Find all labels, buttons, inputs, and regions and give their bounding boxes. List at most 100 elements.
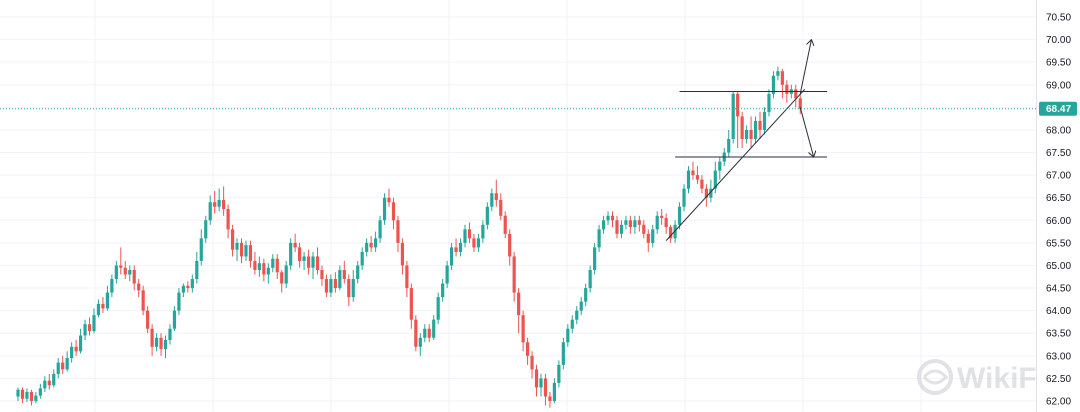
candle (753, 116, 758, 144)
candle (29, 389, 34, 406)
candle (137, 279, 141, 298)
candle (262, 258, 266, 282)
candle (177, 288, 181, 316)
candle-body (338, 269, 342, 289)
candle (445, 260, 449, 289)
candle (695, 166, 700, 185)
candle (441, 279, 445, 302)
candle-body (512, 256, 516, 293)
candle (382, 193, 387, 225)
candle (168, 324, 172, 345)
candle-body (709, 188, 713, 198)
candle-body (132, 269, 136, 284)
candle-body (409, 288, 413, 320)
candle-body (65, 358, 69, 370)
candle (476, 233, 481, 252)
candle-body (695, 175, 700, 180)
arrow-line[interactable] (799, 107, 813, 157)
candle-body (360, 251, 364, 266)
candle (423, 324, 427, 343)
candle (351, 269, 355, 302)
candle-body (47, 380, 51, 386)
candle-body (677, 206, 682, 225)
current-price-label: 68.47 (1046, 104, 1071, 115)
candle (396, 215, 400, 252)
candle-body (302, 256, 306, 261)
candle (195, 251, 199, 284)
candle-body (499, 199, 503, 216)
candle-body (588, 269, 592, 289)
candle (727, 129, 731, 158)
candle (128, 265, 132, 282)
candle (628, 215, 632, 234)
candle-body (293, 242, 297, 248)
candle (700, 175, 704, 194)
candle (467, 222, 472, 243)
candle-body (382, 197, 387, 221)
candle-body (753, 120, 758, 139)
candle-body (561, 342, 565, 365)
candle-body (423, 328, 427, 338)
candle (74, 340, 78, 356)
candle-body (257, 263, 261, 270)
candle (597, 224, 601, 252)
candle-body (110, 279, 114, 293)
candle (186, 281, 190, 293)
candle (378, 215, 382, 243)
candle (713, 161, 717, 194)
candle-body (463, 229, 467, 243)
candle (391, 197, 396, 230)
candle (306, 249, 311, 275)
candle-body (727, 138, 731, 153)
candle (293, 233, 297, 252)
candle-body (266, 267, 270, 275)
candle-body (92, 315, 96, 331)
candle (646, 229, 650, 252)
candle-body (615, 220, 619, 234)
candle (691, 161, 695, 180)
candle-body (481, 224, 485, 239)
candle (767, 89, 771, 117)
price-axis-bg[interactable] (1036, 0, 1080, 412)
candle-body (682, 188, 686, 207)
candle (736, 91, 740, 149)
arrow-line[interactable] (799, 40, 811, 94)
drawings-layer (665, 40, 828, 241)
candle (517, 288, 521, 334)
candle-body (141, 290, 145, 311)
candle (244, 240, 248, 261)
candle (181, 283, 185, 298)
candle (776, 66, 780, 81)
candle-body (785, 84, 789, 94)
candle (20, 387, 25, 404)
candle (266, 263, 270, 284)
candle (311, 251, 315, 280)
candle (503, 211, 507, 239)
candle-body (374, 238, 378, 248)
candle-body (780, 71, 784, 85)
candle (633, 215, 637, 234)
candle-body (472, 238, 476, 248)
candle (239, 238, 244, 264)
candle-body (771, 75, 776, 94)
candle-body (289, 242, 293, 266)
y-tick-label: 70.50 (1046, 13, 1071, 24)
current-price-tag: 68.47 (1039, 101, 1077, 116)
candle (280, 269, 284, 293)
candle (669, 224, 673, 243)
candle (226, 204, 230, 239)
candle-body (172, 310, 177, 329)
candle (543, 373, 548, 406)
trendline[interactable] (665, 88, 806, 241)
candle-body (494, 193, 498, 200)
candle-body (579, 301, 583, 311)
candle-body (83, 324, 87, 336)
candle (132, 265, 136, 291)
candle (677, 202, 682, 230)
candle (400, 238, 405, 275)
candle (525, 337, 530, 365)
candle-body (154, 337, 159, 347)
candle (494, 179, 498, 207)
candle (745, 125, 749, 144)
